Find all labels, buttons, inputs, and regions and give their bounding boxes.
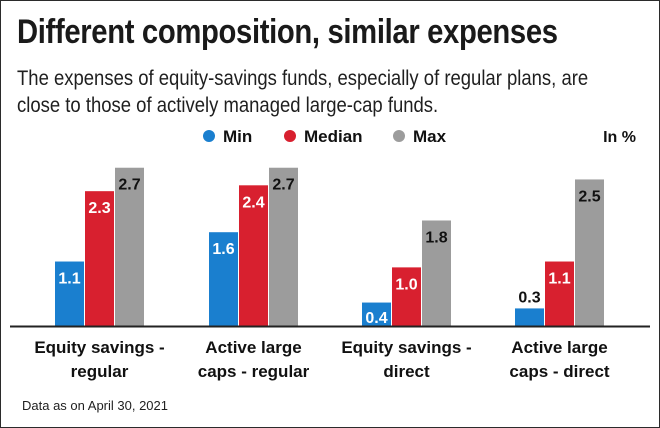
chart-subtitle: The expenses of equity-savings funds, es… (17, 67, 589, 117)
legend-median-label: Median (304, 127, 363, 146)
footnote: Data as on April 30, 2021 (22, 398, 168, 413)
value-label-max-group-2: 2.7 (272, 177, 294, 194)
legend-max-label: Max (413, 127, 447, 146)
value-label-max-group-3: 1.8 (425, 229, 447, 246)
bar-max-group-2 (269, 167, 298, 326)
bar-min-group-3 (362, 302, 391, 326)
category-label-3-line-1: Equity savings - (341, 338, 471, 357)
category-label-4-line-1: Active large (511, 338, 607, 357)
unit-label: In % (603, 129, 636, 146)
value-label-median-group-3: 1.0 (395, 276, 417, 293)
category-label-2-line-2: caps - regular (198, 362, 310, 381)
category-label-3-line-2: direct (383, 362, 430, 381)
chart-title: Different composition, similar expenses (17, 13, 558, 51)
category-label-4-line-2: caps - direct (509, 362, 609, 381)
bar-min-group-1 (55, 261, 84, 326)
value-label-median-group-2: 2.4 (242, 194, 264, 211)
value-label-min-group-2: 1.6 (212, 241, 234, 258)
legend-min-swatch (203, 130, 215, 142)
category-label-1-line-2: regular (71, 362, 129, 381)
category-label-2-line-1: Active large (205, 338, 301, 357)
bar-max-group-1 (115, 167, 144, 326)
legend-max-swatch (393, 130, 405, 142)
bar-max-group-3 (422, 220, 451, 326)
bar-median-group-2 (239, 185, 268, 326)
category-labels: Equity savings - regular Active large caps … (34, 338, 610, 381)
category-label-1-line-1: Equity savings - (34, 338, 164, 357)
bar-median-group-1 (85, 191, 114, 326)
bar-median-group-3 (392, 267, 421, 326)
value-label-min-group-1: 1.1 (58, 271, 80, 288)
bar-median-group-4 (545, 261, 574, 326)
bar-min-group-4 (515, 308, 544, 326)
legend-median-swatch (284, 130, 296, 142)
bar-max-group-4 (575, 179, 604, 326)
value-label-median-group-1: 2.3 (88, 200, 110, 217)
value-label-min-group-3: 0.4 (365, 310, 387, 327)
value-label-median-group-4: 1.1 (548, 271, 570, 288)
legend: Min Median Max (203, 127, 447, 146)
value-label-max-group-4: 2.5 (578, 188, 600, 205)
value-label-min-group-4: 0.3 (518, 289, 540, 306)
legend-min-label: Min (223, 127, 252, 146)
bars-group: 1.1 2.3 2.7 1.6 2.4 2.7 0.4 1.0 1.8 0.3 1.1 2.5 (55, 167, 604, 327)
bar-min-group-2 (209, 232, 238, 326)
value-label-max-group-1: 2.7 (118, 177, 140, 194)
